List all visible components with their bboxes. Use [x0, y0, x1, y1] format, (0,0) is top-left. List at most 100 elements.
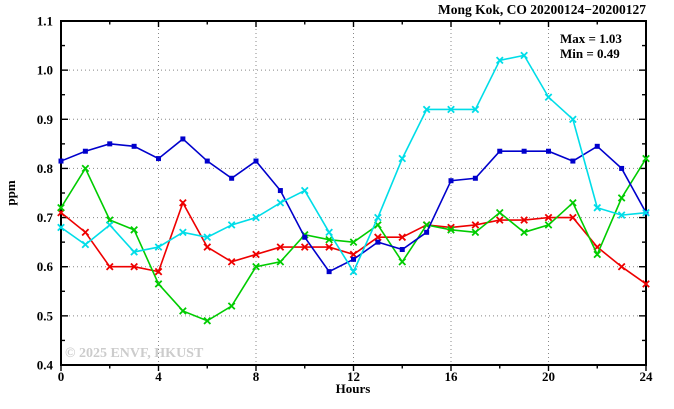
series-blue-marker	[58, 158, 64, 164]
series-red-marker	[569, 213, 577, 222]
series-red-marker	[252, 250, 260, 259]
x-tick-label: 0	[58, 369, 65, 384]
series-red-marker	[130, 262, 138, 271]
watermark: © 2025 ENVF, HKUST	[65, 346, 204, 361]
series-red-marker	[276, 243, 285, 251]
series-green-marker	[447, 226, 455, 234]
series-red-marker	[105, 262, 114, 271]
series-blue-marker	[229, 175, 235, 181]
series-blue-marker	[521, 148, 527, 154]
y-tick-label: 0.6	[37, 259, 54, 274]
series-cyan-marker	[422, 105, 431, 114]
series-red-marker	[617, 262, 626, 271]
y-tick-label: 0.8	[37, 161, 54, 176]
series-green-marker	[227, 302, 236, 310]
series-cyan-marker	[325, 228, 333, 237]
series-red-marker	[495, 216, 504, 224]
series-red-marker	[398, 233, 407, 242]
series-green-marker	[154, 280, 163, 288]
series-blue-marker	[546, 148, 551, 154]
series-cyan-marker	[398, 154, 407, 163]
series-red-marker	[300, 243, 309, 251]
series-cyan-marker	[81, 240, 90, 249]
series-cyan-marker	[593, 203, 602, 212]
series-blue-marker	[594, 143, 600, 149]
series-cyan-marker	[349, 267, 358, 276]
series-cyan-marker	[252, 213, 260, 222]
series-green-marker	[252, 262, 260, 271]
series-green-marker	[57, 203, 65, 212]
series-red-marker	[642, 280, 650, 288]
series-blue-marker	[253, 158, 259, 164]
series-cyan-marker	[642, 208, 650, 217]
series-green-marker	[593, 250, 602, 259]
series-blue-marker	[399, 247, 405, 253]
series-green-marker	[495, 208, 504, 217]
series-cyan-marker	[569, 115, 577, 124]
series-green-marker	[544, 221, 553, 229]
series-green-line	[60, 158, 647, 322]
series-green-marker	[471, 228, 480, 237]
plot-area: 0 4 8 12 16 20 24 0.4 0.5 0.6 0.7 0.8 0.9 1.0 1.1	[37, 14, 653, 385]
series-cyan-marker	[471, 105, 480, 114]
series-red-marker	[81, 228, 90, 237]
x-tick-label: 8	[253, 369, 260, 384]
series-cyan-marker	[495, 56, 504, 65]
series-green-marker	[520, 228, 528, 237]
min-annotation: Min = 0.49	[560, 46, 620, 61]
series-red-marker	[227, 257, 236, 266]
max-annotation: Max = 1.03	[560, 31, 622, 46]
series-green-marker	[325, 235, 333, 244]
series-cyan-marker	[57, 223, 65, 232]
y-tick-label: 0.9	[37, 112, 54, 127]
series-cyan-marker	[374, 213, 382, 222]
series-red-marker	[544, 213, 553, 222]
series-blue-marker	[326, 269, 332, 275]
series-green-marker	[179, 307, 187, 315]
series-red-marker	[349, 250, 358, 259]
series-cyan-marker	[617, 211, 626, 219]
series-blue-marker	[180, 136, 186, 142]
y-axis-label: ppm	[3, 180, 18, 205]
series-red-marker	[179, 198, 187, 207]
series-red-marker	[471, 221, 480, 229]
series-blue-marker	[204, 158, 210, 164]
series-green-marker	[569, 198, 577, 207]
series-green-marker	[617, 194, 626, 202]
y-tick-label: 0.5	[37, 308, 54, 323]
series-blue-marker	[351, 256, 356, 262]
x-tick-label: 4	[155, 369, 162, 384]
series-blue-marker	[277, 188, 283, 194]
series-cyan-marker	[154, 243, 163, 251]
series-cyan-marker	[130, 248, 138, 256]
x-tick-label: 12	[347, 369, 360, 384]
series-cyan-marker	[227, 221, 236, 229]
series-green-marker	[203, 316, 212, 325]
y-tick-label: 1.0	[37, 63, 53, 78]
series-green-marker	[81, 164, 90, 173]
series-red-marker	[325, 243, 333, 251]
series-blue-marker	[619, 165, 625, 171]
series-green-marker	[130, 226, 138, 234]
series-blue-marker	[156, 156, 161, 162]
series-green-marker	[349, 238, 358, 246]
series-green-marker	[642, 154, 650, 163]
series-red-marker	[154, 267, 163, 276]
series-blue-marker	[107, 141, 113, 147]
series-cyan-marker	[300, 186, 309, 195]
y-tick-label: 0.7	[37, 210, 54, 225]
series-red-marker	[520, 216, 528, 224]
series-cyan-marker	[276, 198, 285, 207]
series-blue-marker	[302, 234, 308, 240]
series-blue-marker	[497, 148, 503, 154]
series-cyan-marker	[520, 51, 528, 60]
series-blue-marker	[448, 178, 454, 184]
x-tick-label: 24	[640, 369, 654, 384]
series-blue-marker	[424, 229, 430, 235]
y-tick-label: 1.1	[37, 14, 53, 29]
series-red-marker	[203, 243, 212, 251]
series-cyan-marker	[447, 105, 455, 114]
series-cyan-marker	[544, 93, 553, 102]
